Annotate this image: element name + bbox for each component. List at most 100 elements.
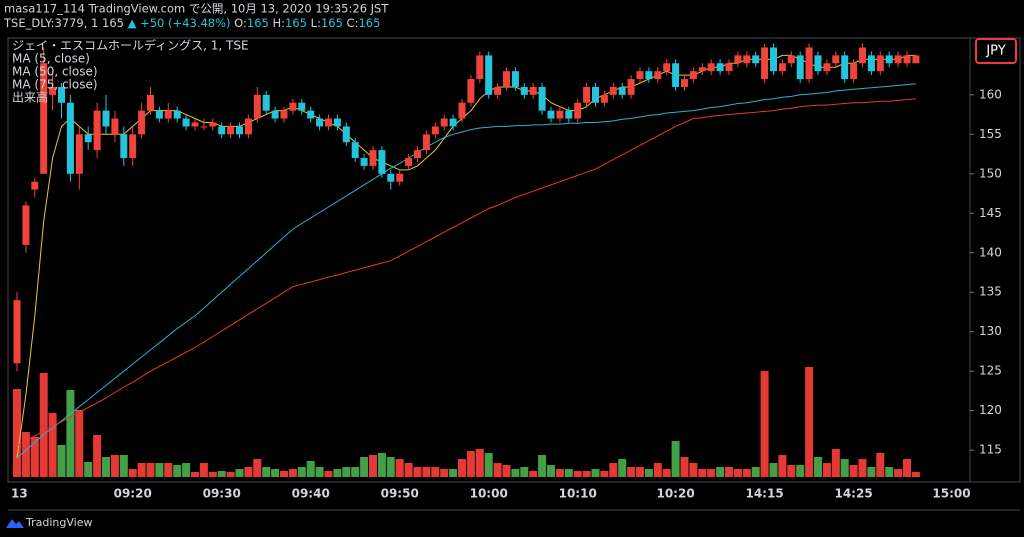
volume-bar xyxy=(796,465,805,477)
candle-body xyxy=(850,63,858,80)
candle-body xyxy=(191,122,199,127)
volume-bar xyxy=(484,453,493,477)
open-label: O: xyxy=(234,16,247,30)
candle-body xyxy=(627,79,635,95)
volume-bar xyxy=(805,367,814,477)
volume-bar xyxy=(191,472,199,477)
candle-body xyxy=(93,110,101,151)
candle-body xyxy=(467,79,475,103)
legend-entry: MA (50, close) xyxy=(12,65,98,79)
candle-body xyxy=(342,126,350,143)
candle-body xyxy=(707,63,715,72)
volume-bar xyxy=(600,471,609,477)
x-tick-label: 15:00 xyxy=(932,487,970,501)
moving-average-line xyxy=(16,83,916,459)
volume-bar xyxy=(840,459,849,477)
candle-body xyxy=(280,110,288,119)
candle-body xyxy=(778,63,786,72)
candle-body xyxy=(672,63,680,87)
volume-bar xyxy=(662,469,671,477)
volume-bar xyxy=(271,469,280,477)
volume-bar xyxy=(911,472,920,477)
candle-body xyxy=(75,134,83,174)
volume-bar xyxy=(858,459,867,477)
candle-body xyxy=(351,142,359,159)
volume-bar xyxy=(636,467,644,477)
volume-bar xyxy=(742,469,751,477)
candle-body xyxy=(449,118,457,127)
candle-body xyxy=(494,86,502,95)
volume-bar xyxy=(511,469,520,477)
volume-bar xyxy=(564,469,573,477)
volume-bar xyxy=(582,471,591,477)
candle-body xyxy=(120,134,128,159)
moving-average-line xyxy=(16,98,916,446)
logo-text: TradingView xyxy=(25,516,92,529)
volume-bar xyxy=(226,472,235,477)
candle-body xyxy=(654,71,662,80)
volume-bar xyxy=(324,471,333,477)
legend: MA (5, close)MA (50, close)MA (75, close… xyxy=(12,52,98,105)
candle-body xyxy=(725,63,733,72)
candle-body xyxy=(787,55,795,64)
candle-body xyxy=(894,55,902,64)
volume-bar xyxy=(885,467,894,477)
candle-body xyxy=(236,126,243,135)
candle-body xyxy=(325,118,332,127)
candle-body xyxy=(734,55,742,64)
volume-bar xyxy=(262,467,271,477)
candle-body xyxy=(289,102,297,111)
x-tick-label: 09:40 xyxy=(292,487,330,501)
candle-body xyxy=(520,86,528,95)
x-tick-label: 10:10 xyxy=(559,487,597,501)
candle-body xyxy=(823,63,831,72)
close-label: C: xyxy=(347,16,359,30)
candle-body xyxy=(49,86,57,95)
high-label: H: xyxy=(273,16,286,30)
volume-bar xyxy=(199,463,208,477)
candle-body xyxy=(743,55,751,64)
volume-bar xyxy=(93,435,102,477)
candle-body xyxy=(147,94,154,111)
volume-bar xyxy=(13,389,21,477)
candle-body xyxy=(209,122,217,127)
volume-bar xyxy=(217,471,226,477)
volume-bar xyxy=(164,463,173,477)
y-tick-label: 120 xyxy=(979,403,1002,417)
volume-bar xyxy=(849,465,858,477)
candle-body xyxy=(138,110,146,135)
candle-body xyxy=(360,158,368,166)
x-tick-label: 10:00 xyxy=(470,487,508,501)
candle-body xyxy=(609,86,617,95)
change: ▲ +50 (+43.48%) xyxy=(128,16,231,30)
volume-bar xyxy=(288,469,297,477)
volume-bar xyxy=(137,463,146,477)
volume-bar xyxy=(30,437,39,477)
x-tick-label: 09:20 xyxy=(114,487,152,501)
candle-body xyxy=(503,71,510,87)
candle-body xyxy=(422,134,430,151)
candle-body xyxy=(770,47,777,72)
volume-bar xyxy=(280,471,288,477)
volume-bar xyxy=(520,467,529,477)
candle-body xyxy=(912,55,920,64)
candle-body xyxy=(253,94,261,119)
volume-bar xyxy=(128,469,137,477)
candle-body xyxy=(31,181,39,190)
candle-body xyxy=(129,134,137,159)
symbol-line: TSE_DLY:3779, 1 165 ▲ +50 (+43.48%) O:16… xyxy=(3,16,380,30)
y-tick-label: 115 xyxy=(979,443,1002,457)
candle-body xyxy=(698,67,706,72)
candle-body xyxy=(663,63,671,72)
candle-body xyxy=(369,150,377,166)
candle-body xyxy=(458,102,466,119)
y-tick-label: 130 xyxy=(979,324,1002,338)
candle-body xyxy=(378,150,386,174)
candle-body xyxy=(316,118,324,127)
volume-bar xyxy=(413,467,422,477)
x-tick-label: 10:20 xyxy=(656,487,694,501)
volume-bar xyxy=(146,463,155,477)
candle-body xyxy=(307,110,315,119)
candle-body xyxy=(592,86,599,103)
